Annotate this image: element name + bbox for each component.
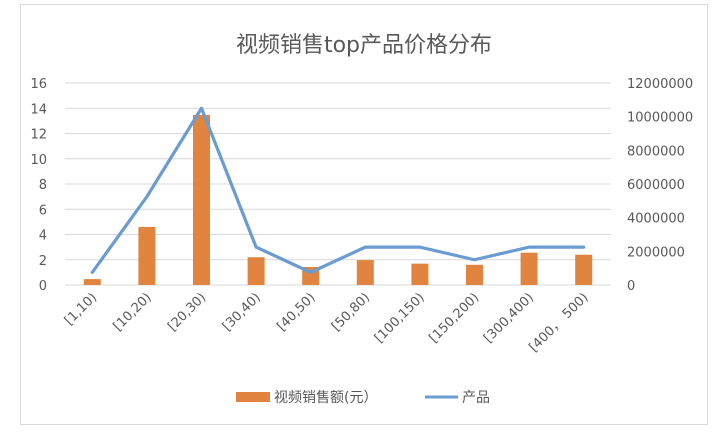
bar (575, 254, 593, 285)
right-tick-label: 4000000 (627, 212, 685, 227)
bar (193, 114, 210, 285)
right-tick-label: 8000000 (627, 144, 685, 159)
left-tick-label: 12 (30, 128, 47, 143)
bar (466, 264, 483, 285)
left-tick-label: 6 (39, 203, 47, 218)
bar-series (83, 114, 593, 285)
x-tick-label: [50,80) (329, 290, 373, 334)
legend-bar-swatch (236, 392, 270, 402)
x-tick-label: [10,20) (111, 290, 155, 334)
left-tick-label: 14 (30, 102, 47, 117)
x-tick-label: [100,150) (372, 290, 428, 346)
right-axis: 0 2000000 4000000 6000000 8000000 10000000 120… (627, 77, 693, 294)
bar (247, 257, 265, 285)
chart-title: 视频销售top产品价格分布 (236, 33, 492, 58)
left-tick-label: 16 (30, 77, 47, 92)
x-tick-label: [1,10) (62, 290, 100, 328)
bar (356, 260, 374, 285)
legend-bar-label: 视频销售额(元） (274, 390, 377, 406)
bar (411, 263, 429, 285)
legend-line-label: 产品 (462, 390, 490, 406)
chart-frame (20, 4, 708, 425)
x-axis: [1,10) [10,20) [20,30) [30,40) [40,50) [50,80… (62, 290, 592, 355)
line-path (90, 106, 586, 274)
x-tick-label: [150,200) (427, 290, 483, 346)
right-tick-label: 12000000 (627, 77, 693, 92)
x-tick-label: [400， 500) (527, 290, 592, 355)
left-axis: 0 2 4 6 8 10 12 14 16 (30, 77, 47, 294)
left-tick-label: 8 (39, 178, 47, 193)
x-tick-label: [40,50) (274, 290, 318, 334)
right-tick-label: 2000000 (627, 245, 685, 260)
right-tick-label: 10000000 (627, 111, 693, 126)
x-tick-label: [30,40) (220, 290, 264, 334)
left-tick-label: 0 (39, 279, 47, 294)
left-tick-label: 10 (30, 153, 47, 168)
right-tick-label: 0 (627, 279, 635, 294)
bar (138, 226, 156, 285)
legend: 视频销售额(元） 产品 (236, 390, 490, 406)
bar (83, 279, 101, 285)
bar (520, 252, 538, 285)
left-tick-label: 2 (39, 254, 47, 269)
x-tick-label: [20,30) (165, 290, 209, 334)
x-tick-label: [300,400) (481, 290, 537, 346)
right-tick-label: 6000000 (627, 178, 685, 193)
line-series (90, 106, 586, 274)
left-tick-label: 4 (39, 229, 47, 244)
